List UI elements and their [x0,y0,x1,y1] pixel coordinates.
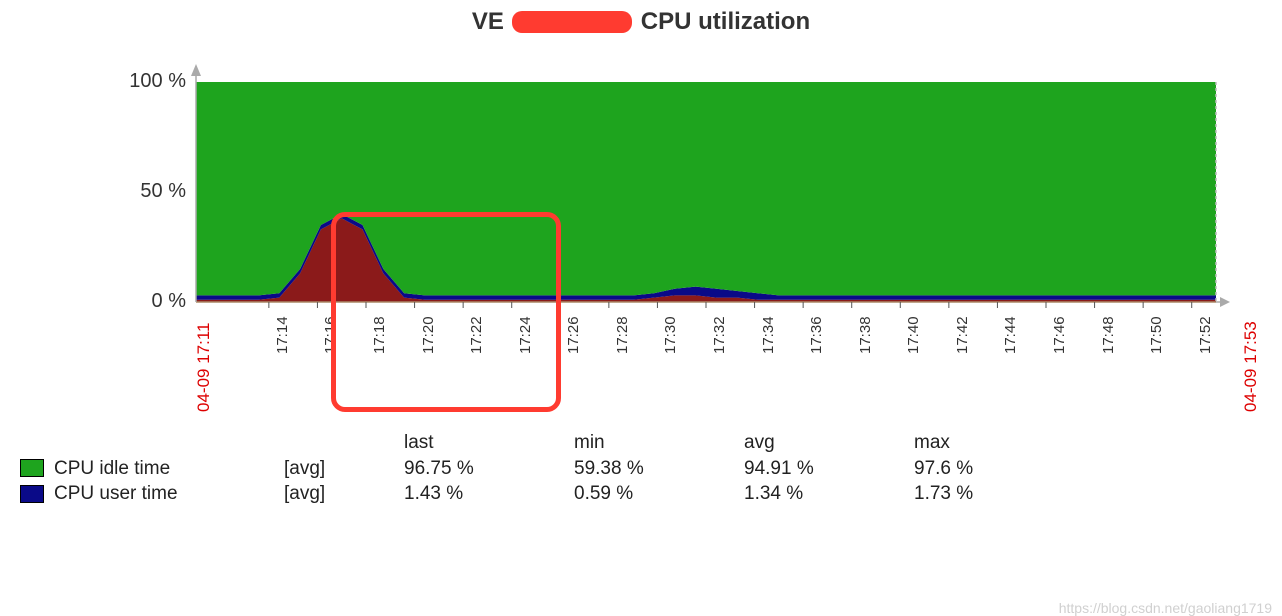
legend-series-name: CPU idle time [54,456,284,482]
x-tick-label: 17:42 [954,316,971,354]
legend-agg: [avg] [284,456,404,482]
watermark: https://blog.csdn.net/gaoliang1719 [1059,600,1272,616]
legend-avg: 94.91 % [744,456,914,482]
x-tick-label: 17:18 [371,316,388,354]
title-suffix: CPU utilization [641,8,810,36]
x-tick-label: 17:40 [905,316,922,354]
legend-max: 97.6 % [914,456,1084,482]
legend-col-last: last [404,430,574,456]
x-tick-label: 17:32 [711,316,728,354]
x-tick-label: 17:16 [322,316,339,354]
legend-swatch [20,459,44,477]
legend-header: last min avg max [20,430,1260,456]
x-tick-label: 17:52 [1197,316,1214,354]
legend: last min avg max CPU idle time[avg]96.75… [20,430,1260,507]
x-tick-label: 17:24 [517,316,534,354]
legend-row: CPU user time[avg]1.43 %0.59 %1.34 %1.73… [20,481,1260,507]
legend-last: 96.75 % [404,456,574,482]
x-tick-label: 17:50 [1148,316,1165,354]
legend-row: CPU idle time[avg]96.75 %59.38 %94.91 %9… [20,456,1260,482]
legend-max: 1.73 % [914,481,1084,507]
x-tick-label: 17:14 [274,316,291,354]
legend-series-name: CPU user time [54,481,284,507]
legend-min: 0.59 % [574,481,744,507]
chart-container: 0 % 50 % 100 % 17:14 17:16 17:18 17:20 17:22 17… [21,42,1261,422]
legend-col-max: max [914,430,1084,456]
title-prefix: VE [472,8,504,36]
legend-agg: [avg] [284,481,404,507]
legend-min: 59.38 % [574,456,744,482]
x-range-start: 04-09 17:11 [194,323,214,412]
legend-last: 1.43 % [404,481,574,507]
x-tick-label: 17:22 [468,316,485,354]
y-tick-label: 0 % [126,290,186,313]
legend-avg: 1.34 % [744,481,914,507]
title-redaction [512,11,632,33]
x-tick-label: 17:28 [614,316,631,354]
y-tick-label: 100 % [126,70,186,93]
x-tick-label: 17:34 [760,316,777,354]
chart-title: VE CPU utilization [20,8,1262,36]
legend-col-avg: avg [744,430,914,456]
x-tick-label: 17:48 [1100,316,1117,354]
x-tick-label: 17:30 [662,316,679,354]
legend-swatch [20,485,44,503]
x-tick-label: 17:26 [565,316,582,354]
legend-col-min: min [574,430,744,456]
y-tick-label: 50 % [126,180,186,203]
x-tick-label: 17:36 [808,316,825,354]
x-tick-label: 17:44 [1002,316,1019,354]
x-tick-label: 17:20 [420,316,437,354]
x-range-end: 04-09 17:53 [1241,321,1261,412]
x-tick-label: 17:46 [1051,316,1068,354]
x-tick-label: 17:38 [857,316,874,354]
